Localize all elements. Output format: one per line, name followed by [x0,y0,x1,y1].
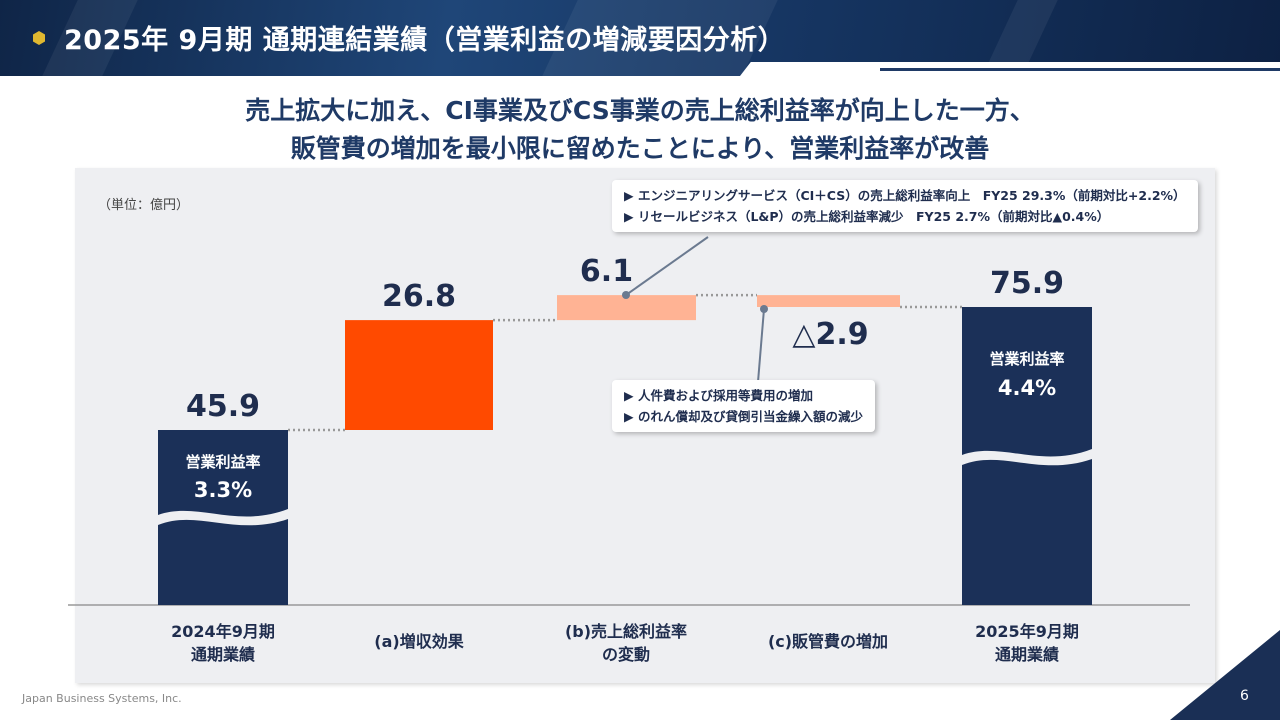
category-label-line: (a)増収効果 [374,632,464,651]
data-label: 45.9 [186,389,260,424]
pointer-dot [760,305,768,313]
category-label-line: 2024年9月期 [171,622,275,641]
category-label-line: (b)売上総利益率 [564,622,688,641]
callout-pointer [757,308,765,383]
category-label: 2024年9月期 通期業績 [128,620,318,666]
data-label: 75.9 [990,266,1064,301]
callout-pointer [625,236,709,296]
category-label-line: 通期業績 [190,645,255,664]
category-label: (c)販管費の増加 [733,630,923,653]
callout-line: ▶ 人件費および採用等費用の増加 [624,388,813,403]
slide-header: 2025年 9月期 通期連結業績（営業利益の増減要因分析） [0,0,1280,76]
callout-gross-margin: ▶ エンジニアリングサービス（CI＋CS）の売上総利益率向上 FY25 29.3… [612,180,1198,232]
category-label-line: 通期業績 [994,645,1059,664]
page-number: 6 [1240,688,1249,704]
category-label-line: の変動 [601,645,650,664]
headline-line2: 販管費の増加を最小限に留めたことにより、営業利益率が改善 [290,134,990,163]
bullet-icon [33,31,45,45]
bar-annotation-value: 4.4% [998,376,1056,400]
category-label-line: (c)販管費の増加 [767,632,889,651]
bar-3 [757,295,900,307]
bar-annotation-label: 営業利益率 [989,350,1064,368]
data-label: △2.9 [792,317,868,352]
callout-line: ▶ リセールビジネス（L&P）の売上総利益率減少 FY25 2.7%（前期対比▲… [624,209,1110,224]
company-name: Japan Business Systems, Inc. [22,692,182,705]
bar-annotation-label: 営業利益率 [185,453,260,471]
bar-1 [345,320,493,430]
callout-line: ▶ のれん償却及び貸倒引当金繰入額の減少 [624,409,863,424]
callout-sga: ▶ 人件費および採用等費用の増加 ▶ のれん償却及び貸倒引当金繰入額の減少 [612,380,875,432]
data-label: 26.8 [382,279,456,314]
callout-line: ▶ エンジニアリングサービス（CI＋CS）の売上総利益率向上 FY25 29.3… [624,188,1186,203]
bar-annotation-value: 3.3% [194,478,252,502]
header-line [880,68,1280,71]
unit-label: （単位：億円） [98,198,190,213]
axis-break-wave [158,509,288,526]
headline-line1: 売上拡大に加え、CI事業及びCS事業の売上総利益率が向上した一方、 [245,96,1035,125]
category-label: 2025年9月期 通期業績 [932,620,1122,666]
bar-2 [557,295,696,321]
slide-title: 2025年 9月期 通期連結業績（営業利益の増減要因分析） [64,25,786,56]
pointer-dot [622,291,630,299]
headline: 売上拡大に加え、CI事業及びCS事業の売上総利益率が向上した一方、 販管費の増加… [0,92,1280,168]
category-label-line: 2025年9月期 [975,622,1079,641]
category-label: (a)増収効果 [324,630,514,653]
category-label: (b)売上総利益率 の変動 [531,620,721,666]
axis-break-wave [962,449,1092,466]
data-label: 6.1 [580,254,633,289]
